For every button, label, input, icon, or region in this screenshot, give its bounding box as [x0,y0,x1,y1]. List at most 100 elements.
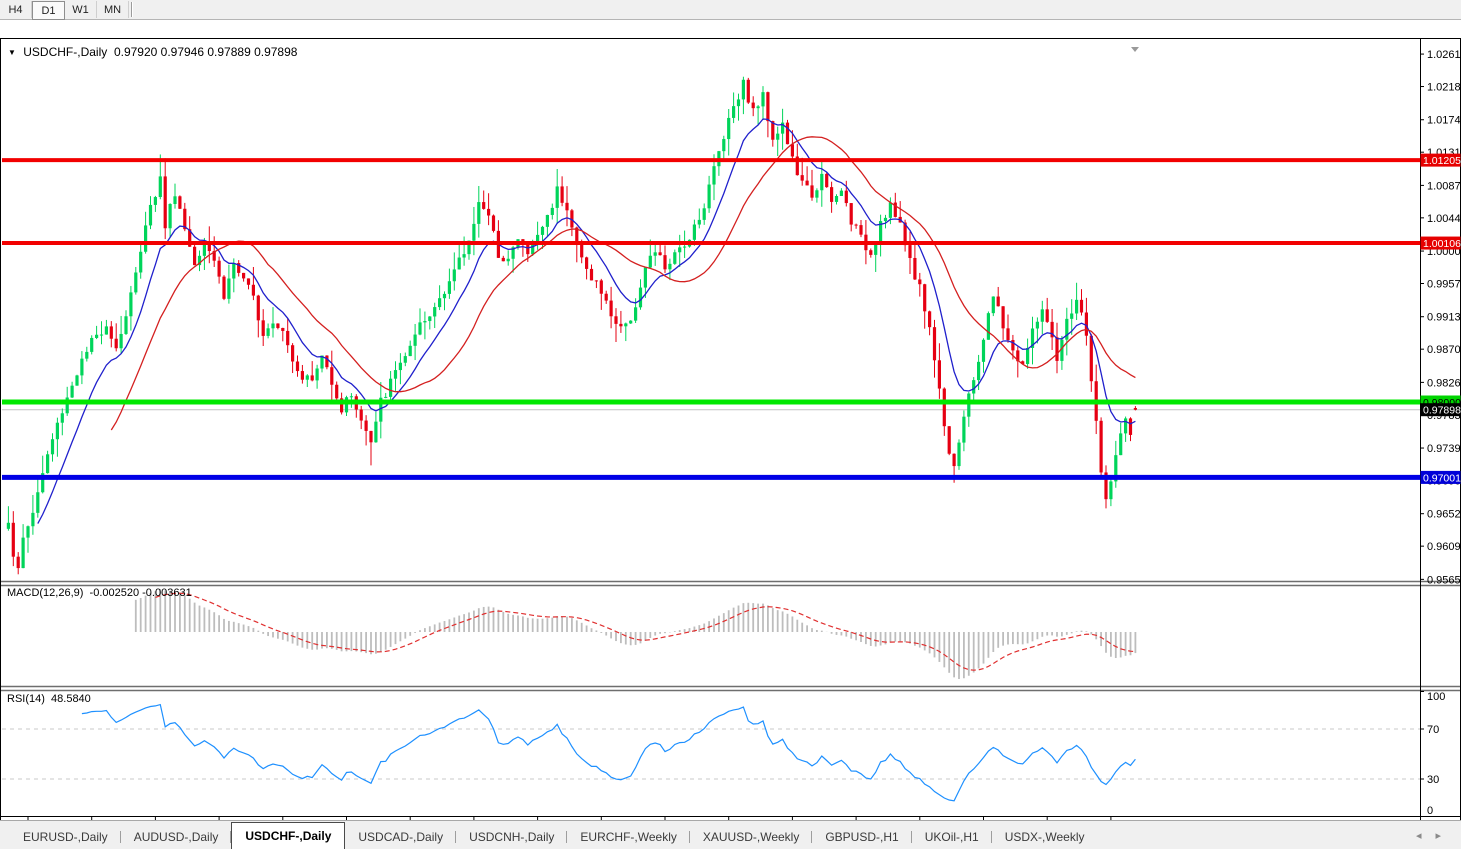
candle-body [629,320,633,324]
candle-body [1016,350,1020,362]
candle-body [457,257,461,270]
candle-body [996,296,1000,307]
price-tick-label: 1.00870 [1427,180,1461,192]
price-tick-label: 1.01740 [1427,115,1461,127]
chart-window[interactable]: 1.026101.021801.017401.013101.008701.004… [0,19,1461,839]
candle-body [1065,318,1069,340]
tab-usdchf[interactable]: USDCHF-,Daily [231,822,346,849]
candle-body [31,512,35,527]
candle-body [256,295,260,321]
candle-body [981,339,986,362]
candle-body [359,409,363,421]
tab-xauusd[interactable]: XAUUSD-,Weekly [690,826,813,849]
candle-body [962,416,966,443]
candle-body [1030,328,1035,348]
candle-body [477,202,481,224]
candle-body [1099,420,1103,473]
price-tick-label: 0.95650 [1427,574,1461,586]
chart-dropdown-icon[interactable]: ▼ [8,48,16,57]
candle-body [487,208,491,216]
candle-body [555,186,559,208]
rsi-tick-label: 100 [1427,691,1445,703]
candle-body [1075,299,1079,314]
price-tick-label: 1.02180 [1427,82,1461,94]
timeframe-button-d1[interactable]: D1 [32,1,65,20]
candle-body [188,229,192,247]
resistance-line-2-badge [1420,236,1461,250]
candle-body [320,355,324,369]
timeframe-button-mn[interactable]: MN [97,1,129,18]
candle-body [330,367,334,385]
candle-body [1001,306,1005,329]
candle-body [438,298,442,308]
candle-body [800,175,804,181]
candle-body [158,176,162,198]
candle-body [442,293,447,299]
tab-gbpusd[interactable]: GBPUSD-,H1 [812,826,913,849]
candle-body [70,385,74,398]
timeframe-button-w1[interactable]: W1 [65,1,97,18]
candle-body [50,439,55,455]
candle-body [707,184,711,209]
candle-body [1035,321,1039,329]
tab-audusd[interactable]: AUDUSD-,Daily [121,826,232,849]
candle-body [173,196,177,205]
candle-body [295,361,300,372]
tab-eurusd[interactable]: EURUSD-,Daily [10,826,121,849]
candle-body [482,202,486,209]
chart-canvas[interactable]: 1.026101.021801.017401.013101.008701.004… [0,19,1461,849]
candle-body [467,240,471,255]
chart-ohlc-values: 0.97920 0.97946 0.97889 0.97898 [113,45,298,59]
tab-usdcad[interactable]: USDCAD-,Daily [345,826,456,849]
symbol-tab-bar: EURUSD-,Daily AUDUSD-,Daily USDCHF-,Daily U… [0,820,1461,849]
candle-body [888,202,892,218]
candle-body [246,278,251,285]
tab-scroll-arrows[interactable]: ◂▸ [1415,830,1455,842]
candle-body [462,254,466,258]
candle-body [531,241,535,255]
candle-body [281,327,285,331]
candle-body [315,368,319,381]
tab-eurchf[interactable]: EURCHF-,Weekly [567,826,691,849]
candle-body [212,251,216,261]
candle-body [506,258,510,262]
candle-body [673,252,677,264]
candle-body [614,316,618,324]
candle-body [526,243,530,255]
tab-ukoil[interactable]: UKOil-,H1 [912,826,992,849]
candle-body [604,293,608,301]
support-line-blue-label: 0.97001 [1423,472,1461,484]
chart-shift-marker-icon[interactable] [1131,47,1139,52]
candle-body [104,326,108,335]
tab-usdcnh[interactable]: USDCNH-,Daily [456,826,568,849]
candle-body [16,556,20,569]
candle-body [452,269,456,282]
candle-body [1050,321,1054,338]
candle-body [751,102,755,109]
candle-body [844,190,848,204]
candle-body [75,375,79,386]
candle-body [1060,339,1064,361]
candle-body [46,454,50,474]
tab-usdx[interactable]: USDX-,Weekly [1004,830,1085,844]
resistance-line-1-badge [1420,153,1461,167]
rsi-name: RSI(14) [7,693,45,705]
candle-body [36,492,40,513]
macd-name: MACD(12,26,9) [7,587,84,599]
timeframe-button-h4[interactable]: H4 [0,1,32,18]
candle-body [325,355,329,368]
candle-body [692,224,696,240]
candle-body [1089,335,1093,382]
candle-body [197,255,202,266]
rsi-line [81,703,1136,802]
candle-body [379,397,383,422]
candle-body [732,106,736,118]
candle-body [163,176,167,229]
candle-body [638,287,643,308]
candle-body [501,257,505,262]
candle-body [232,263,236,279]
candle-body [26,526,30,538]
candles-series [6,76,1137,575]
